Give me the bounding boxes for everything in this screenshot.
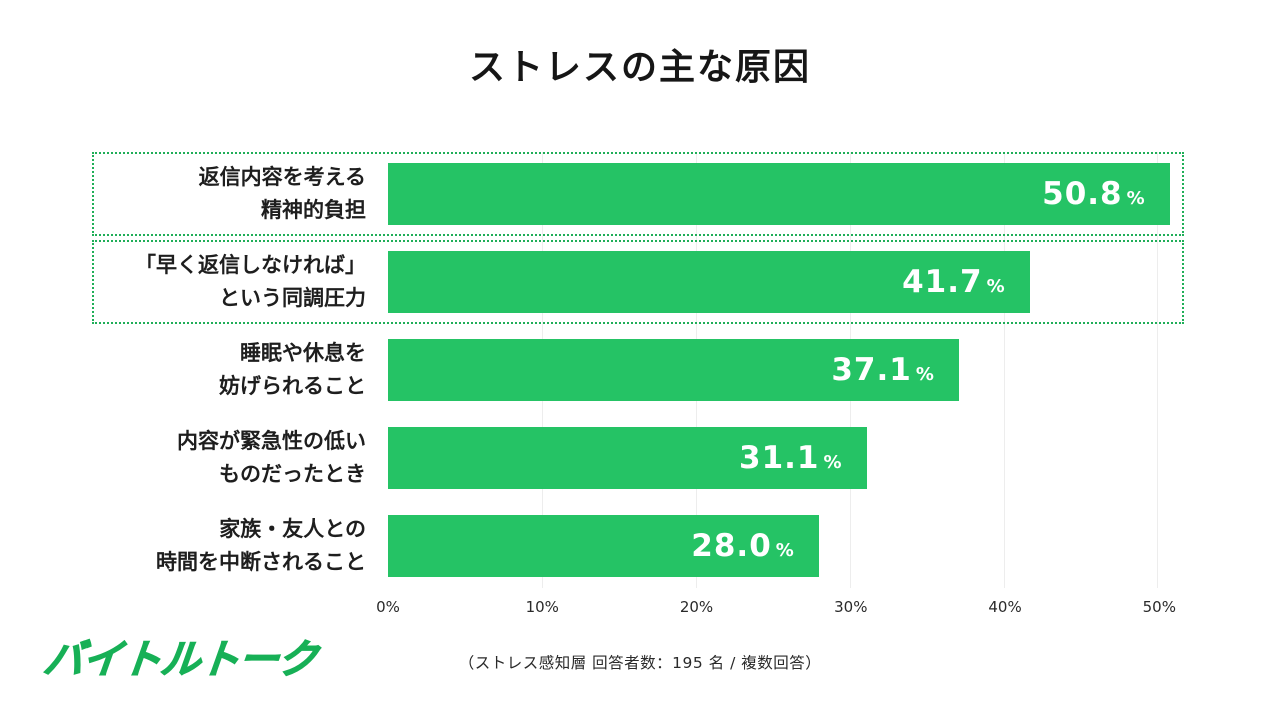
bar-track: 37.1%	[388, 339, 1182, 401]
chart-row: 内容が緊急性の低い ものだったとき 31.1%	[92, 416, 1184, 500]
axis-tick-label: 0%	[376, 598, 400, 616]
axis-tick-label: 50%	[1142, 598, 1176, 616]
percent-sign: %	[823, 452, 843, 473]
chart-title: ストレスの主な原因	[468, 47, 811, 88]
category-label: 家族・友人との 時間を中断されること	[156, 517, 366, 574]
category-label: 「早く返信しなければ」 という同調圧力	[135, 253, 366, 310]
percent-sign: %	[986, 276, 1006, 297]
axis-spacer	[92, 598, 388, 620]
bar: 31.1%	[388, 427, 867, 489]
value-label: 41.7%	[902, 264, 1006, 300]
axis-tick-label: 10%	[525, 598, 559, 616]
chart-row: 家族・友人との 時間を中断されること 28.0%	[92, 504, 1184, 588]
bar-track: 31.1%	[388, 427, 1182, 489]
category-label: 睡眠や休息を 妨げられること	[219, 341, 366, 398]
bar-track: 41.7%	[388, 251, 1182, 313]
value-number: 37.1	[831, 352, 912, 388]
chart-row: 返信内容を考える 精神的負担 50.8%	[92, 152, 1184, 236]
bar: 28.0%	[388, 515, 819, 577]
axis-tick-label: 40%	[988, 598, 1022, 616]
value-label: 50.8%	[1042, 176, 1146, 212]
survey-footnote: （ストレス感知層 回答者数：195 名 / 複数回答）	[458, 654, 822, 672]
value-number: 50.8	[1042, 176, 1123, 212]
bar: 41.7%	[388, 251, 1030, 313]
percent-sign: %	[775, 540, 795, 561]
bar: 50.8%	[388, 163, 1170, 225]
bar-track: 50.8%	[388, 163, 1182, 225]
percent-sign: %	[915, 364, 935, 385]
axis-tick-label: 30%	[834, 598, 868, 616]
axis-tick-track: 0% 10% 20% 30% 40% 50%	[376, 598, 1184, 620]
category-label: 返信内容を考える 精神的負担	[198, 165, 366, 222]
axis-tick-label: 20%	[679, 598, 714, 616]
category-label: 内容が緊急性の低い ものだったとき	[177, 429, 366, 486]
value-label: 28.0%	[691, 528, 795, 564]
bar-track: 28.0%	[388, 515, 1182, 577]
value-number: 28.0	[691, 528, 772, 564]
value-label: 37.1%	[831, 352, 935, 388]
x-axis: 0% 10% 20% 30% 40% 50%	[92, 598, 1184, 620]
chart-row: 睡眠や休息を 妨げられること 37.1%	[92, 328, 1184, 412]
value-label: 31.1%	[739, 440, 843, 476]
value-number: 41.7	[902, 264, 983, 300]
percent-sign: %	[1126, 188, 1146, 209]
value-number: 31.1	[739, 440, 820, 476]
chart-row: 「早く返信しなければ」 という同調圧力 41.7%	[92, 240, 1184, 324]
gridline	[1157, 152, 1159, 588]
bar-chart: 返信内容を考える 精神的負担 50.8% 「早く返信しなければ」 という同調圧力…	[92, 152, 1184, 620]
gridline	[1003, 152, 1005, 588]
bar: 37.1%	[388, 339, 959, 401]
